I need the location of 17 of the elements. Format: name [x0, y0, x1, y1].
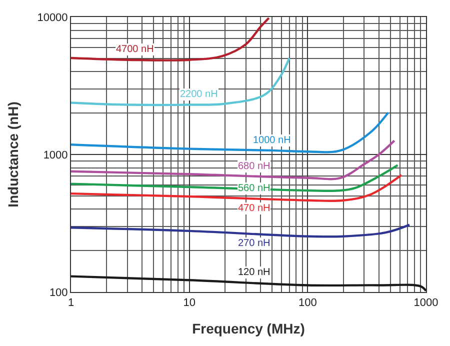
series-label: 120 nH [238, 267, 270, 278]
x-tick-label: 1 [68, 297, 74, 310]
y-tick-label: 1000 [43, 149, 68, 162]
series-label: 4700 nH [116, 44, 154, 55]
series-label: 470 nH [238, 203, 270, 214]
series-label: 2200 nH [180, 89, 218, 100]
x-tick-label: 10 [183, 297, 196, 310]
x-tick-label: 100 [298, 297, 317, 310]
series-label: 680 nH [238, 161, 270, 172]
series-label: 270 nH [238, 238, 270, 249]
series-label: 1000 nH [253, 135, 291, 146]
y-tick-label: 10000 [37, 12, 68, 24]
series-label: 560 nH [238, 183, 270, 194]
x-tick-label: 1000 [414, 297, 438, 310]
y-axis-title: Inductance (nH) [4, 102, 21, 208]
y-tick-label: 100 [49, 286, 68, 299]
x-axis-title: Frequency (MHz) [192, 320, 305, 336]
